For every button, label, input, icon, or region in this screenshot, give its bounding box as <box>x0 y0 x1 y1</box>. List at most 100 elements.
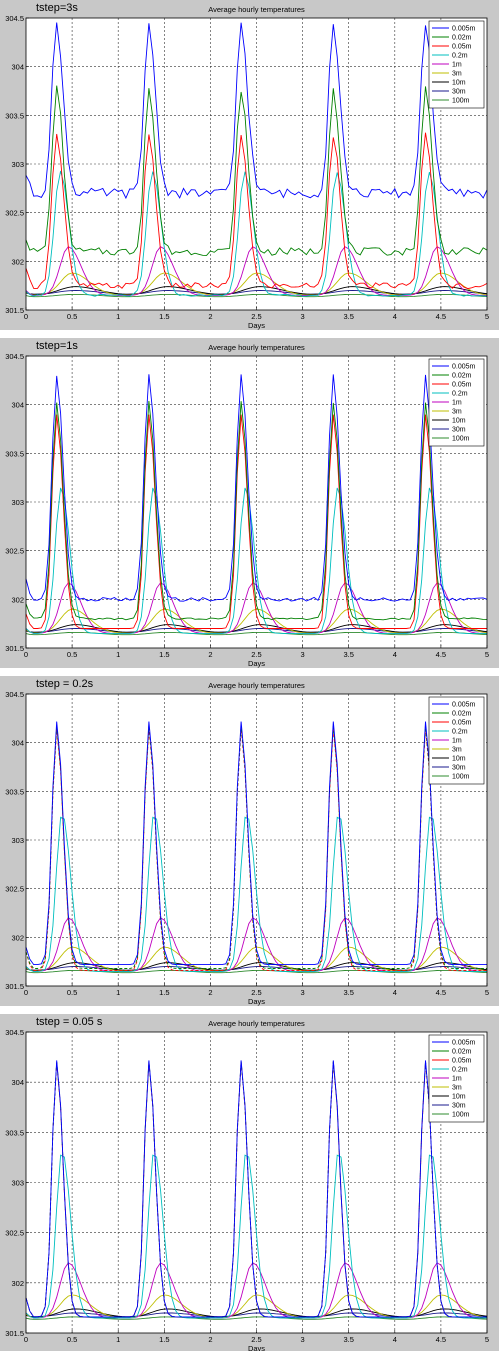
series-line-100m <box>25 293 488 298</box>
x-axis-label: Days <box>248 1344 265 1351</box>
legend-label: 100m <box>452 774 470 781</box>
legend-label: 30m <box>452 765 466 772</box>
x-tick-label: 3 <box>301 988 305 997</box>
legend-label: 0.2m <box>452 391 468 398</box>
y-tick-label: 303 <box>11 836 24 845</box>
legend-label: 3m <box>452 1085 462 1092</box>
x-tick-label: 1 <box>116 312 120 321</box>
series-line-0-2m <box>25 487 487 634</box>
chart-svg: Average hourly temperatures 0 0.5 1 1.5 2 2.5 3… <box>5 343 489 668</box>
y-tick-label: 303.5 <box>5 787 24 796</box>
x-axis-label: Days <box>248 997 265 1006</box>
series-line-0-2m <box>25 1154 487 1319</box>
tstep-label: tstep=3s <box>36 2 78 14</box>
x-tick-label: 3.5 <box>343 1335 353 1344</box>
legend-label: 0.02m <box>452 35 472 42</box>
x-tick-label: 0.5 <box>67 988 77 997</box>
series-line-0-05m <box>25 414 487 629</box>
x-tick-label: 4.5 <box>436 312 446 321</box>
y-tick-label: 304 <box>11 63 24 72</box>
series-line-0-005m <box>25 721 487 966</box>
y-tick-label: 304.5 <box>5 690 24 699</box>
x-tick-label: 5 <box>485 650 489 659</box>
y-tick-label: 302.5 <box>5 209 24 218</box>
x-axis-label: Days <box>248 659 265 668</box>
x-tick-label: 2 <box>208 650 212 659</box>
chart-panel-4: tstep = 0.05 s Average hourly temperatur… <box>0 1014 499 1351</box>
chart-title: Average hourly temperatures <box>208 1019 305 1028</box>
x-tick-label: 1.5 <box>159 650 169 659</box>
series-line-0-2m <box>25 170 488 297</box>
y-tick-label: 303 <box>11 160 24 169</box>
x-tick-label: 2 <box>208 1335 212 1344</box>
x-tick-label: 0 <box>24 1335 28 1344</box>
legend-label: 0.2m <box>452 53 468 60</box>
y-tick-label: 301.5 <box>5 306 24 315</box>
y-tick-label: 304.5 <box>5 1028 24 1037</box>
series-line-10m <box>25 624 488 633</box>
legend-label: 30m <box>452 427 466 434</box>
x-tick-label: 2 <box>208 312 212 321</box>
axes-frame <box>25 355 488 649</box>
legend-label: 0.005m <box>452 364 476 371</box>
tstep-label: tstep = 0.05 s <box>36 1016 103 1028</box>
y-tick-label: 302 <box>11 595 24 604</box>
x-tick-label: 3.5 <box>343 312 353 321</box>
chart-panel-1: tstep=3s Average hourly temperatures 0 0.5… <box>0 0 499 330</box>
y-tick-label: 301.5 <box>5 982 24 991</box>
y-tick-label: 304 <box>11 739 24 748</box>
legend-label: 3m <box>452 71 462 78</box>
tstep-label: tstep = 0.2s <box>36 678 94 690</box>
y-tick-label: 303 <box>11 1179 24 1188</box>
series-line-0-005m <box>25 22 488 200</box>
y-tick-label: 303 <box>11 498 24 507</box>
x-tick-label: 2 <box>208 988 212 997</box>
chart-panel-2: tstep=1s Average hourly temperatures 0 0.5… <box>0 338 499 668</box>
y-tick-label: 303.5 <box>5 449 24 458</box>
legend-label: 100m <box>452 98 470 105</box>
x-tick-label: 3 <box>301 312 305 321</box>
chart-svg: Average hourly temperatures 0 0.5 1 1.5 2 2.5 3… <box>5 1019 489 1351</box>
legend-label: 10m <box>452 756 466 763</box>
x-tick-label: 4 <box>393 312 397 321</box>
axes-frame <box>25 1031 488 1334</box>
legend-label: 1m <box>452 1076 462 1083</box>
tstep-label: tstep=1s <box>36 340 78 352</box>
chart-title: Average hourly temperatures <box>208 681 305 690</box>
x-tick-label: 1 <box>116 988 120 997</box>
y-tick-label: 302.5 <box>5 885 24 894</box>
x-tick-label: 4 <box>393 650 397 659</box>
x-tick-label: 0 <box>24 312 28 321</box>
x-tick-label: 0 <box>24 988 28 997</box>
axes-frame <box>25 693 488 987</box>
x-tick-label: 5 <box>485 1335 489 1344</box>
x-tick-label: 4.5 <box>436 1335 446 1344</box>
series-line-0-02m <box>25 400 488 621</box>
x-tick-label: 4.5 <box>436 988 446 997</box>
x-tick-label: 1 <box>116 650 120 659</box>
x-tick-label: 4 <box>393 1335 397 1344</box>
legend-label: 10m <box>452 1094 466 1101</box>
legend-label: 0.2m <box>452 729 468 736</box>
x-tick-label: 4 <box>393 988 397 997</box>
x-tick-label: 2.5 <box>251 650 261 659</box>
legend-label: 10m <box>452 80 466 87</box>
x-tick-label: 1.5 <box>159 312 169 321</box>
legend-label: 3m <box>452 747 462 754</box>
legend-label: 100m <box>452 1112 470 1119</box>
legend-label: 0.05m <box>452 1058 472 1065</box>
y-tick-label: 304.5 <box>5 14 24 23</box>
legend-label: 1m <box>452 400 462 407</box>
x-axis-label: Days <box>248 321 265 330</box>
x-tick-label: 0.5 <box>67 650 77 659</box>
series-line-0-05m <box>25 132 488 290</box>
x-tick-label: 0 <box>24 650 28 659</box>
legend-label: 0.005m <box>452 702 476 709</box>
y-tick-label: 302 <box>11 1279 24 1288</box>
y-tick-label: 301.5 <box>5 644 24 653</box>
legend-label: 0.05m <box>452 720 472 727</box>
panel-divider <box>0 330 499 338</box>
chart-svg: Average hourly temperatures 0 0.5 1 1.5 2 2.5 3… <box>5 681 489 1006</box>
legend-label: 0.005m <box>452 26 476 33</box>
y-tick-label: 303.5 <box>5 1128 24 1137</box>
